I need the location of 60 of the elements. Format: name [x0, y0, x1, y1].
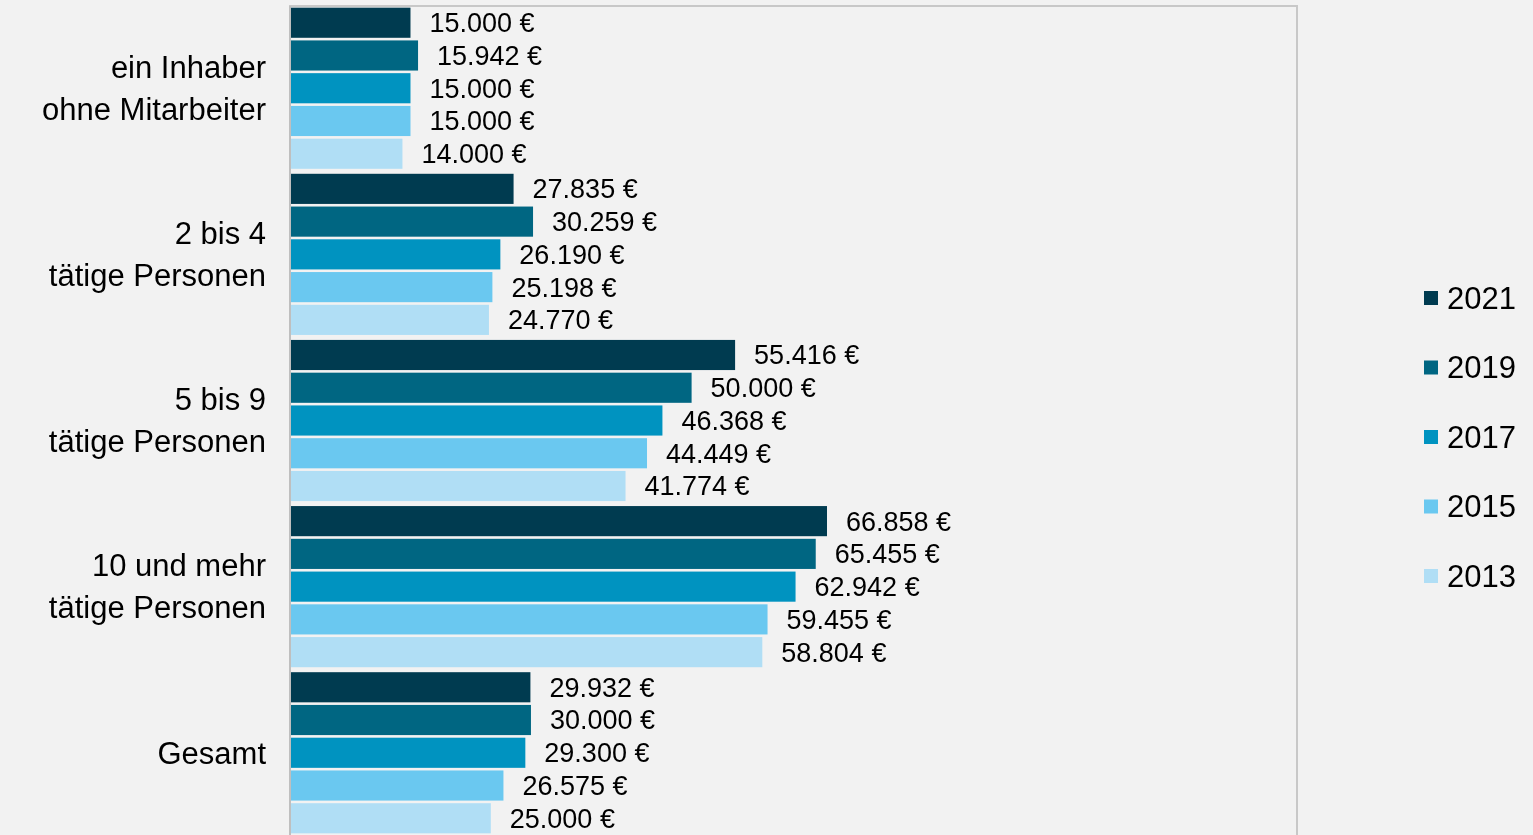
data-label: 44.449 €	[666, 438, 772, 469]
bar	[290, 339, 736, 371]
data-label: 15.000 €	[429, 73, 535, 104]
data-label: 15.000 €	[429, 8, 535, 39]
data-label: 27.835 €	[532, 174, 638, 205]
bar	[290, 604, 768, 635]
data-label: 26.190 €	[519, 239, 625, 270]
data-label: 30.000 €	[549, 705, 656, 736]
y-tick-label: Gesamt	[157, 735, 267, 771]
legend-label: 2013	[1447, 558, 1516, 594]
bar	[290, 538, 816, 569]
bar	[290, 372, 692, 403]
data-label: 15.942 €	[437, 40, 543, 71]
bar	[290, 239, 501, 270]
data-label: 15.000 €	[429, 106, 535, 137]
bar	[290, 803, 491, 834]
bar	[290, 637, 763, 668]
bar	[290, 73, 411, 104]
bar	[290, 672, 531, 703]
data-label: 41.774 €	[644, 471, 750, 502]
bar	[290, 138, 403, 169]
data-label: 66.858 €	[846, 506, 952, 537]
data-label: 25.198 €	[511, 272, 617, 303]
data-label: 65.455 €	[834, 539, 940, 570]
bar	[290, 704, 531, 736]
bar	[290, 571, 796, 602]
legend-label: 2019	[1447, 350, 1516, 386]
bar	[290, 770, 504, 801]
bar	[290, 40, 419, 71]
data-label: 46.368 €	[681, 405, 787, 436]
y-tick-label: 10 und mehr tätige Personen	[48, 548, 266, 626]
bar	[290, 206, 534, 237]
y-tick-label: 2 bis 4 tätige Personen	[48, 216, 266, 294]
data-label: 24.770 €	[507, 305, 614, 336]
bar	[290, 470, 626, 502]
bar	[290, 304, 489, 335]
bar	[290, 737, 526, 768]
data-label: 29.932 €	[549, 672, 655, 703]
data-label: 59.455 €	[786, 604, 892, 635]
bar	[290, 438, 648, 469]
data-label: 50.000 €	[710, 373, 816, 404]
legend-label: 2015	[1447, 489, 1516, 525]
data-label: 29.300 €	[544, 738, 650, 769]
data-label: 26.575 €	[522, 770, 628, 801]
data-label: 30.259 €	[552, 207, 658, 238]
data-label: 25.000 €	[509, 803, 615, 834]
bar	[290, 105, 411, 137]
legend-label: 2021	[1447, 280, 1516, 316]
data-label: 14.000 €	[421, 139, 527, 170]
data-label: 62.942 €	[814, 572, 920, 603]
y-tick-label: ein Inhaber ohne Mitarbeiter	[41, 50, 266, 128]
y-tick-label: 5 bis 9 tätige Personen	[48, 382, 266, 460]
bar	[290, 272, 493, 303]
legend-label: 2017	[1447, 419, 1516, 455]
bar	[290, 405, 663, 436]
bar	[290, 7, 411, 38]
bar	[290, 506, 827, 537]
data-label: 58.804 €	[781, 637, 887, 668]
data-label: 55.416 €	[754, 340, 860, 371]
bar	[290, 173, 514, 204]
